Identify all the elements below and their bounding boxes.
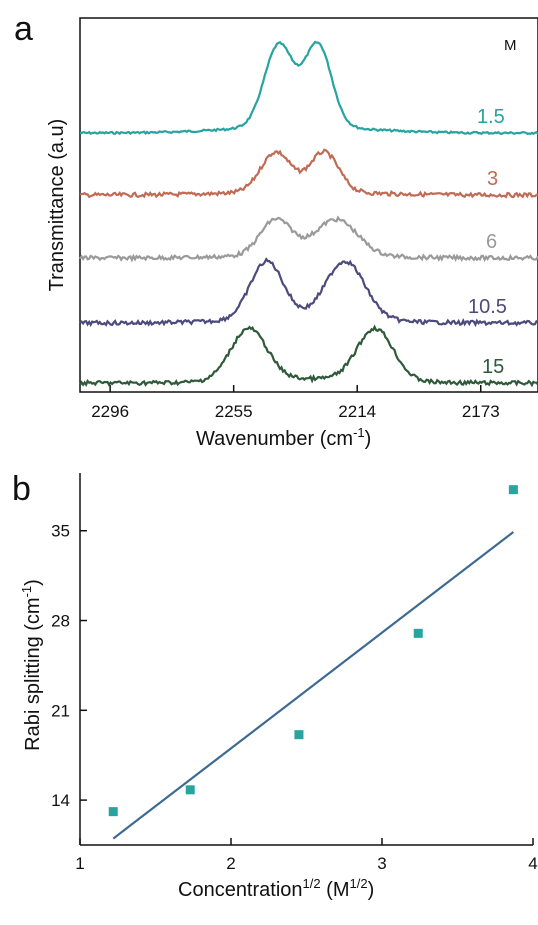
panel-b-fit [112, 531, 515, 840]
panel-a-frame [79, 17, 538, 393]
panel-b-point-4 [508, 485, 518, 495]
panel-b-x-tick-label: 1 [75, 854, 84, 873]
panel-a-series-label-4: 15 [482, 356, 504, 378]
panel-a-x-tick-label: 2255 [215, 402, 253, 421]
panel-b-point-2 [294, 730, 304, 740]
panel-b-x-tick-label: 2 [226, 854, 235, 873]
panel-b-y-tick-label: 28 [51, 612, 70, 631]
panel-b-points [108, 485, 518, 817]
panel-a-spectrum-2 [79, 215, 538, 263]
panel-a-x-tick-label: 2296 [91, 402, 129, 421]
panel-a-y-axis-title: Transmittance (a.u) [46, 119, 68, 292]
panel-b-y-axis-title: Rabi splitting (cm-1) [19, 579, 44, 751]
panel-b-y-tick-label: 21 [51, 701, 70, 720]
panel-a-spectrum-3 [79, 257, 538, 328]
panel-a-spectrum-4 [79, 324, 538, 388]
panel-b-fit-line [112, 531, 515, 840]
panel-a-series-label-1: 3 [487, 168, 498, 190]
panel-a-series-labels: 1.5 3 6 10.5 15 [468, 106, 507, 378]
panel-b-axes: 1 2 3 4 14 21 28 35 [51, 473, 538, 873]
panel-a-x-tick-label: 2173 [462, 402, 500, 421]
panel-a-series-label-0: 1.5 [477, 106, 505, 128]
panel-b-point-3 [413, 628, 423, 638]
panel-a-unit-label: M [504, 37, 517, 54]
panel-a-spectrum-0 [79, 40, 538, 136]
panel-a-series-label-2: 6 [486, 231, 497, 253]
panel-a-series-label-3: 10.5 [468, 296, 507, 318]
panel-a-x-ticks: 2296 2255 2214 2173 [91, 385, 500, 421]
panel-b-point-1 [185, 785, 195, 795]
panel-a-letter: a [14, 10, 33, 48]
panel-b-x-tick-label: 3 [377, 854, 386, 873]
panel-b-y-tick-label: 35 [51, 522, 70, 541]
panel-b-point-0 [108, 807, 118, 817]
panel-b-letter: b [12, 470, 31, 508]
panel-b-x-tick-label: 4 [528, 854, 537, 873]
panel-b-x-axis-title: Concentration1/2 (M1/2) [178, 876, 374, 901]
panel-a-series [79, 40, 538, 388]
panel-a-spectrum-1 [79, 148, 538, 199]
panel-a-x-tick-label: 2214 [338, 402, 376, 421]
panel-a-x-axis-title: Wavenumber (cm-1) [196, 425, 371, 450]
panel-b-y-tick-label: 14 [51, 791, 70, 810]
